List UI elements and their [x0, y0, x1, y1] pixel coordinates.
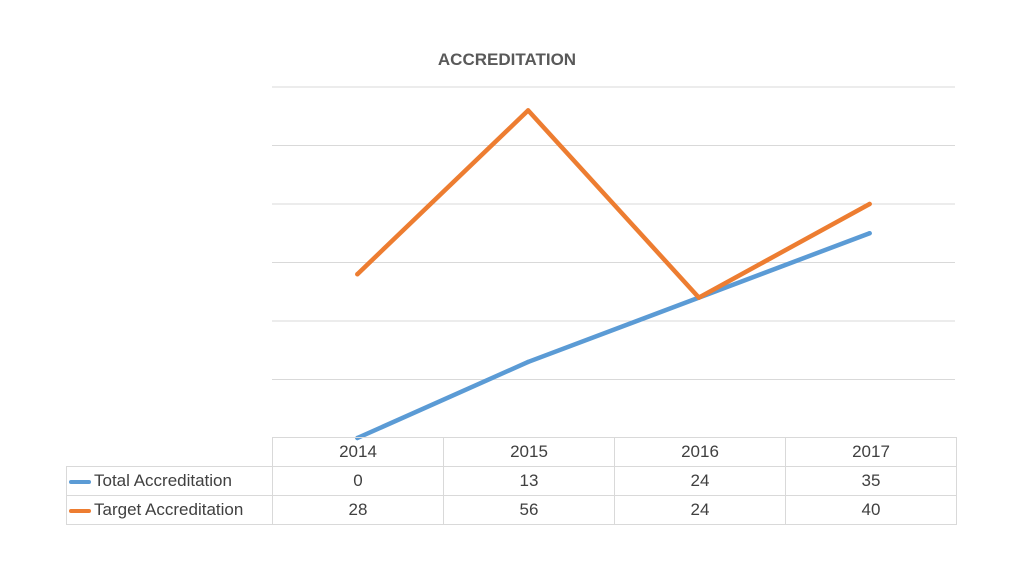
series-name-target: Target Accreditation [94, 500, 244, 519]
legend-key-total [69, 479, 91, 484]
data-label-target: 56 [443, 495, 615, 525]
category-row: 2014 2015 2016 2017 [66, 437, 957, 467]
data-label-target: 28 [272, 495, 444, 525]
series-name-total: Total Accreditation [94, 471, 232, 490]
data-label-target: 24 [614, 495, 786, 525]
data-label-total: 13 [443, 466, 615, 496]
category-label: 2014 [272, 437, 444, 467]
data-label-total: 35 [785, 466, 957, 496]
legend-entry-target: Target Accreditation [66, 495, 273, 525]
chart-title: ACCREDITATION [437, 50, 577, 69]
data-point [525, 108, 531, 113]
series-row-target: Target Accreditation 28 56 24 40 [66, 495, 957, 525]
data-label-target: 40 [785, 495, 957, 525]
data-label-total: 24 [614, 466, 786, 496]
data-point [867, 231, 872, 236]
legend-entry-total: Total Accreditation [66, 466, 273, 496]
table-corner [66, 437, 273, 467]
category-label: 2017 [785, 437, 957, 467]
series-row-total: Total Accreditation 0 13 24 35 [66, 466, 957, 496]
data-point [355, 272, 360, 277]
data-point [867, 201, 872, 207]
category-label: 2015 [443, 437, 615, 467]
data-label-total: 0 [272, 466, 444, 496]
legend-key-target [69, 508, 91, 513]
category-label: 2016 [614, 437, 786, 467]
data-point [525, 359, 531, 365]
series-line-target [355, 108, 872, 300]
data-point [696, 295, 702, 300]
chart-data-table: 2014 2015 2016 2017 Total Accreditation … [66, 437, 957, 525]
series-line-total [355, 231, 872, 441]
